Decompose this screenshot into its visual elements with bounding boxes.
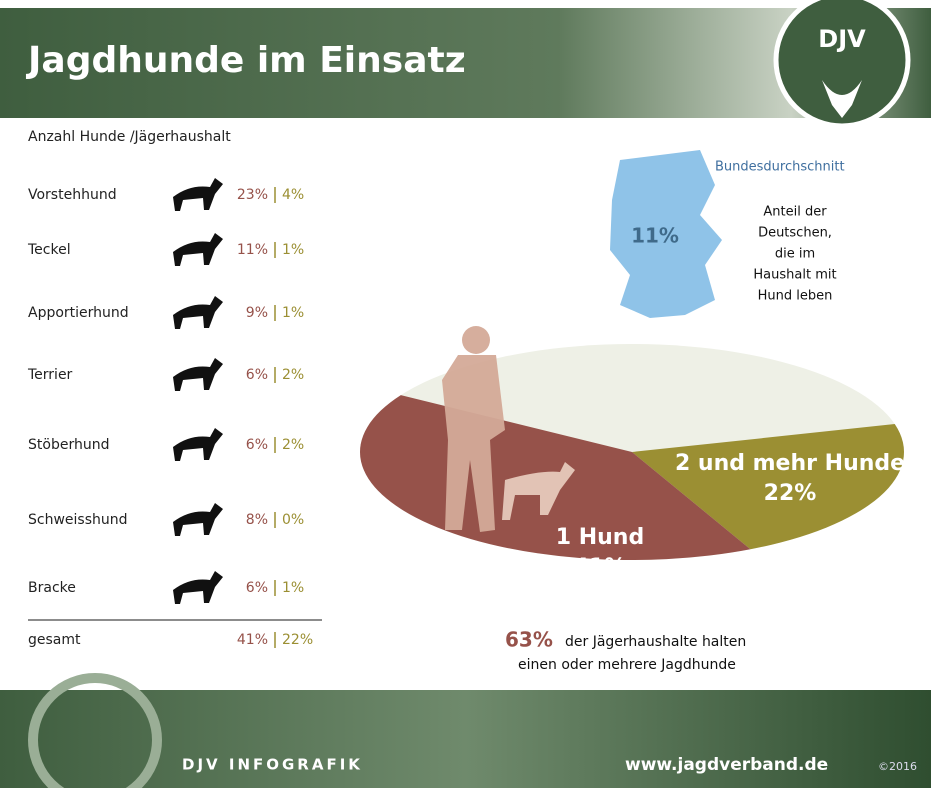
row-name: gesamt xyxy=(28,632,81,648)
slice-label: 1 Hund xyxy=(556,525,644,550)
dog-icon xyxy=(173,178,223,211)
map-value: 11% xyxy=(631,224,679,248)
map-note: Anteil der xyxy=(763,205,827,220)
map-note: Deutschen, xyxy=(758,226,832,241)
summary-line: einen oder mehrere Jagdhunde xyxy=(518,657,736,673)
row-one: 9% xyxy=(246,305,268,321)
dog-icon xyxy=(173,503,223,536)
row-more: 1% xyxy=(282,305,304,321)
row-name: Bracke xyxy=(28,580,76,596)
map-note: die im xyxy=(775,247,815,262)
row-more: 4% xyxy=(282,187,304,203)
slice-value: 22% xyxy=(764,481,817,506)
dog-icon xyxy=(173,358,223,391)
row-name: Teckel xyxy=(27,242,71,258)
germany-map xyxy=(610,150,722,318)
summary-line: der Jägerhaushalte halten xyxy=(565,634,746,650)
row-one: 6% xyxy=(246,437,268,453)
info-icon xyxy=(28,673,162,788)
row-more: 2% xyxy=(282,367,304,383)
row-more: 2% xyxy=(282,437,304,453)
map-note: Hund leben xyxy=(758,289,833,304)
footer-copyright: ©2016 xyxy=(878,760,917,773)
table-caption: Anzahl Hunde /Jägerhaushalt xyxy=(28,129,231,145)
dog-icon xyxy=(173,296,223,329)
footer-left: DJV INFOGRAFIK xyxy=(182,756,363,774)
slice-label: 2 und mehr Hunde xyxy=(675,451,905,476)
row-more: 1% xyxy=(282,580,304,596)
row-name: Stöberhund xyxy=(28,437,109,453)
row-name: Vorstehhund xyxy=(28,187,117,203)
logo xyxy=(773,0,911,129)
map-note: Haushalt mit xyxy=(753,268,836,283)
hunter xyxy=(442,326,575,532)
row-more: 0% xyxy=(282,512,304,528)
row-one: 23% xyxy=(237,187,268,203)
row-one: 8% xyxy=(246,512,268,528)
logo-deer xyxy=(822,80,862,118)
dog-icon xyxy=(173,233,223,266)
row-name: Schweisshund xyxy=(28,512,128,528)
summary-highlight: 63% xyxy=(505,628,553,652)
row-more: 1% xyxy=(282,242,304,258)
dog-icon xyxy=(173,571,223,604)
row-one: 11% xyxy=(237,242,268,258)
row-name: Apportierhund xyxy=(28,305,129,321)
row-one: 6% xyxy=(246,580,268,596)
footer-url: www.jagdverband.de xyxy=(625,755,828,775)
row-one: 6% xyxy=(246,367,268,383)
map-label: Bundesdurchschnitt xyxy=(715,160,845,175)
title: Jagdhunde im Einsatz xyxy=(25,40,466,81)
dog-icon xyxy=(173,428,223,461)
row-name: Terrier xyxy=(27,367,73,383)
row-more: 22% xyxy=(282,632,313,648)
row-one: 41% xyxy=(237,632,268,648)
pie-slice xyxy=(632,424,905,550)
slice-value: 41% xyxy=(574,555,627,580)
logo-text: DJV xyxy=(818,25,866,53)
